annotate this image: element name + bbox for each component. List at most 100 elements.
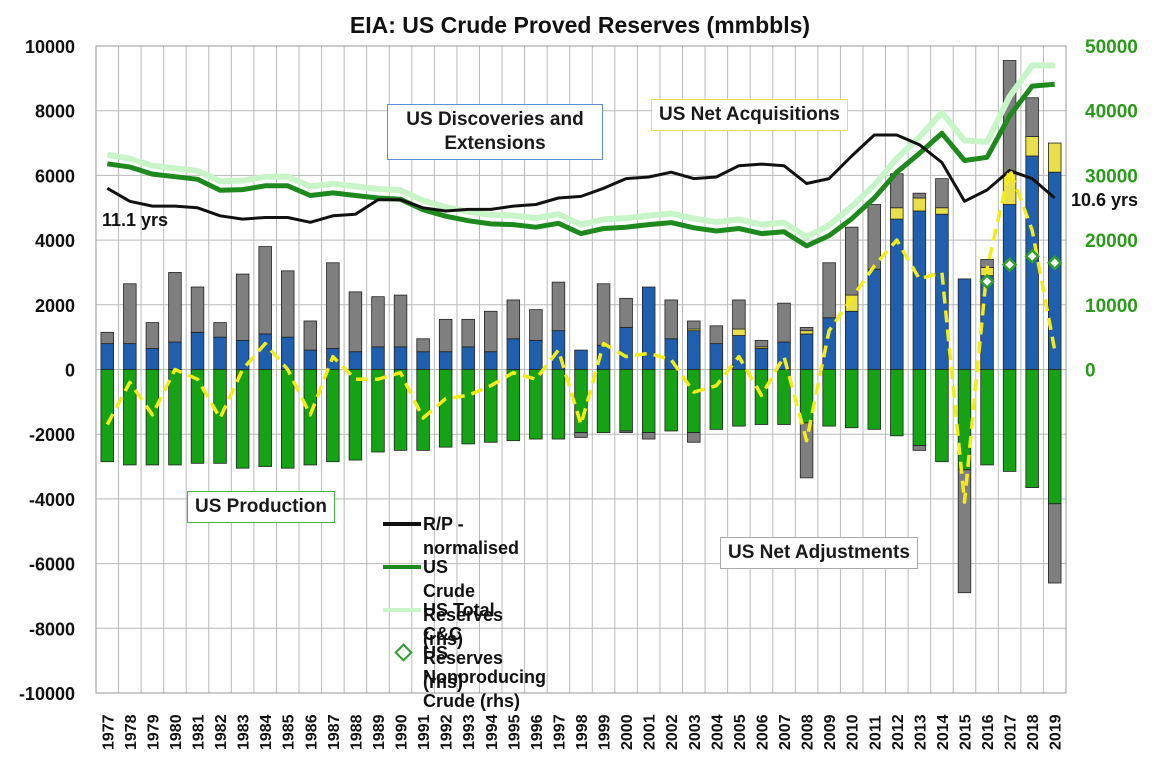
line-total-cc-reserves: [106, 62, 1055, 240]
label-production: US Production: [187, 491, 335, 523]
y-left-tick-label: 4000: [35, 231, 75, 251]
x-tick-label: 2014: [935, 714, 952, 750]
bar-acquisitions: [935, 207, 949, 215]
bar-adjustments-negative: [641, 432, 656, 440]
bar-discoveries: [438, 351, 453, 370]
bar-adjustments: [281, 270, 295, 338]
x-tick-label: 2005: [732, 714, 749, 750]
bar-adjustments: [754, 339, 769, 348]
bar-discoveries: [393, 346, 408, 370]
bar-production: [168, 369, 182, 466]
bar-discoveries: [100, 343, 114, 370]
marker-nonproducing-crude: [1046, 254, 1063, 271]
bar-production: [799, 369, 814, 424]
bar-discoveries: [619, 327, 633, 370]
bar-adjustments: [912, 192, 927, 199]
bar-discoveries: [281, 336, 295, 370]
x-tick-label: 2015: [957, 714, 974, 750]
bar-discoveries: [709, 343, 724, 370]
bar-adjustments: [506, 299, 521, 340]
bar-adjustments: [258, 246, 272, 335]
bar-production: [844, 369, 859, 429]
bar-production: [303, 369, 318, 466]
bar-production: [777, 369, 791, 425]
bar-discoveries: [935, 213, 949, 370]
y-left-tick-label: -10000: [19, 684, 75, 704]
bar-adjustments: [326, 262, 340, 349]
label-acquisitions: US Net Acquisitions: [651, 99, 848, 131]
chart-title: EIA: US Crude Proved Reserves (mmbbls): [349, 12, 811, 38]
bar-adjustments: [867, 204, 881, 270]
bar-production: [190, 369, 205, 464]
bar-discoveries: [190, 331, 205, 370]
bar-production: [1025, 369, 1039, 488]
bar-production: [551, 369, 566, 440]
legend-label-rp: R/P - normalised: [423, 514, 520, 558]
marker-nonproducing-crude: [1001, 256, 1018, 273]
bar-discoveries: [844, 310, 859, 370]
y-left-tick-label: -4000: [29, 490, 75, 510]
bar-production: [371, 369, 385, 453]
bar-production: [326, 369, 340, 463]
bar-adjustments: [484, 310, 498, 353]
line-net-change-dashed: [105, 167, 1057, 504]
legend-swatch-total: [383, 608, 421, 612]
bar-production: [822, 369, 836, 427]
bar-discoveries: [123, 343, 137, 370]
x-tick-label: 1987: [326, 714, 343, 750]
legend-label-nonproducing: US Nonproducing Crude (rhs): [423, 643, 546, 711]
bar-adjustments: [123, 283, 137, 345]
x-tick-label: 2010: [845, 714, 862, 750]
x-tick-label: 2006: [754, 714, 771, 750]
bar-production: [980, 369, 994, 466]
x-tick-label: 1982: [213, 714, 230, 750]
bar-adjustments: [100, 331, 114, 345]
x-tick-label: 2002: [664, 714, 681, 750]
bar-production: [709, 369, 724, 430]
bar-production: [664, 369, 678, 432]
bar-acquisitions: [799, 330, 814, 335]
bar-adjustments: [822, 262, 836, 319]
y-right-tick-label: 30000: [1085, 166, 1138, 187]
y-right-tick-label: 20000: [1085, 231, 1138, 252]
bar-production: [258, 369, 272, 467]
bar-adjustments: [551, 281, 566, 332]
bar-adjustments: [438, 318, 453, 353]
legend-label-total: US Total C&C Reserves (rhs): [423, 600, 504, 692]
bar-discoveries: [348, 351, 363, 370]
bar-discoveries: [529, 339, 543, 370]
marker-nonproducing-crude: [979, 273, 995, 290]
y-right-tick-label: 40000: [1085, 102, 1138, 123]
bar-adjustments-negative: [619, 430, 633, 433]
bar-adjustments: [145, 322, 160, 349]
bar-discoveries: [641, 286, 656, 370]
bar-adjustments-negative: [912, 445, 927, 451]
bar-discoveries: [1002, 204, 1017, 370]
bar-adjustments: [168, 272, 182, 343]
plot-border: [95, 45, 1067, 694]
bar-adjustments: [371, 296, 385, 348]
bar-adjustments: [416, 338, 430, 353]
bar-discoveries: [213, 336, 227, 370]
bar-discoveries: [799, 333, 814, 370]
bar-adjustments-negative: [574, 432, 588, 438]
bar-adjustments: [709, 325, 724, 345]
line-crude-reserves: [106, 81, 1055, 249]
bar-discoveries: [822, 317, 836, 370]
bar-production: [348, 369, 363, 461]
y-left-tick-label: -2000: [29, 425, 75, 445]
x-tick-label: 1989: [371, 714, 388, 750]
bar-adjustments: [844, 226, 859, 296]
bar-adjustments: [303, 320, 318, 351]
bar-acquisitions: [732, 328, 746, 336]
x-tick-label: 1994: [484, 714, 501, 750]
bar-discoveries: [416, 351, 430, 370]
y-left-tick-label: 10000: [25, 37, 75, 57]
x-tick-label: 1991: [416, 714, 433, 750]
x-tick-label: 1990: [394, 714, 411, 750]
bar-discoveries: [145, 348, 160, 370]
x-tick-label: 1977: [100, 714, 117, 750]
bar-production: [912, 369, 927, 446]
bar-discoveries: [1048, 171, 1062, 370]
bar-production: [281, 369, 295, 469]
